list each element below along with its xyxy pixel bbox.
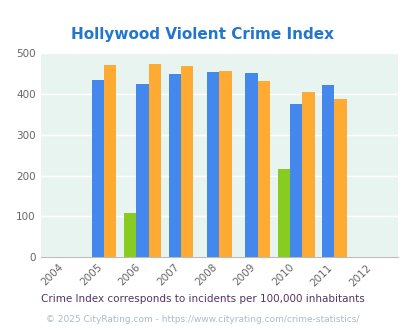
Bar xyxy=(168,75,180,257)
Bar xyxy=(301,92,314,257)
Bar xyxy=(245,73,257,257)
Text: Hollywood Violent Crime Index: Hollywood Violent Crime Index xyxy=(71,27,334,42)
Bar xyxy=(219,71,231,257)
Bar xyxy=(289,104,301,257)
Bar xyxy=(277,169,289,257)
Bar xyxy=(104,65,116,257)
Bar xyxy=(322,85,334,257)
Bar xyxy=(136,84,148,257)
Text: Crime Index corresponds to incidents per 100,000 inhabitants: Crime Index corresponds to incidents per… xyxy=(41,294,364,304)
Bar xyxy=(92,80,104,257)
Bar xyxy=(334,99,346,257)
Bar xyxy=(148,64,160,257)
Bar xyxy=(257,81,269,257)
Bar xyxy=(124,213,136,257)
Bar xyxy=(180,66,193,257)
Bar xyxy=(207,72,219,257)
Text: © 2025 CityRating.com - https://www.cityrating.com/crime-statistics/: © 2025 CityRating.com - https://www.city… xyxy=(46,315,359,324)
